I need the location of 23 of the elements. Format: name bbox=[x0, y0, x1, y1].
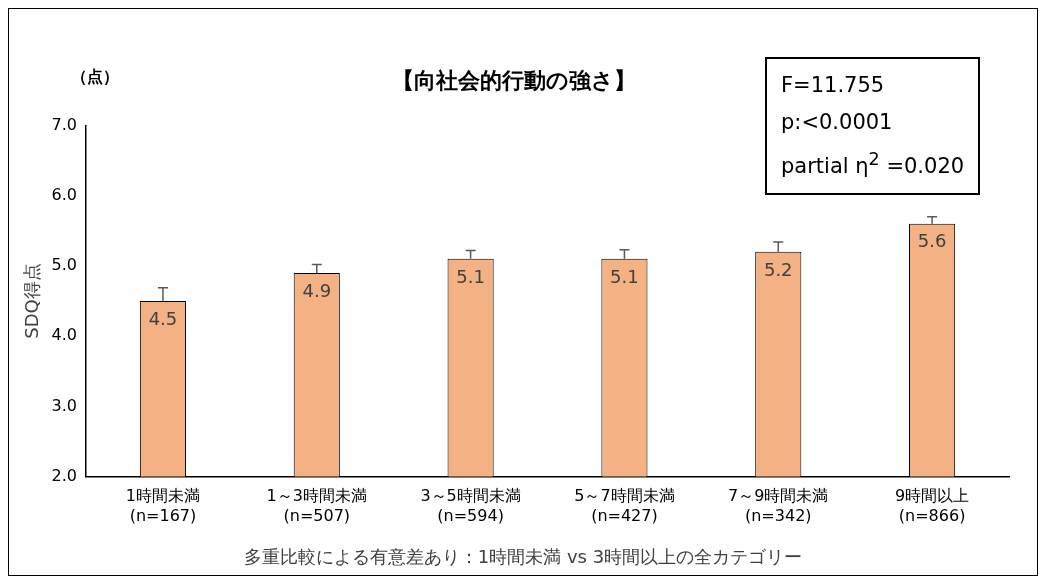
x-tick-label: 1時間未満 (n=167) bbox=[125, 486, 201, 525]
data-label: 5.6 bbox=[917, 230, 947, 252]
y-tick-label: 6.0 bbox=[51, 184, 78, 204]
y-tick-label: 5.0 bbox=[51, 255, 78, 275]
data-label: 4.5 bbox=[148, 307, 178, 329]
y-tick-label: 4.0 bbox=[51, 325, 78, 345]
text: 多重比較による有意差あり：1時間未満 vs 3時間以上の全カテゴリー bbox=[242, 545, 804, 569]
y-tick-label: 3.0 bbox=[51, 395, 78, 415]
text: （点） bbox=[71, 67, 119, 88]
x-tick-label: 1～3時間未満 (n=507) bbox=[266, 486, 367, 525]
x-tick-label: 7～9時間未満 (n=342) bbox=[728, 486, 829, 525]
annotation: F=11.755 p:<0.0001 partial η$^{2}$ =0.020 bbox=[781, 72, 965, 180]
x-tick-label: 5～7時間未満 (n=427) bbox=[574, 486, 675, 525]
data-label: 4.9 bbox=[302, 279, 332, 301]
x-tick-label: 9時間以上 (n=866) bbox=[894, 486, 970, 525]
data-label: 5.2 bbox=[763, 258, 793, 280]
x-tick-label: 3～5時間未満 (n=594) bbox=[420, 486, 521, 525]
data-label: 5.1 bbox=[610, 265, 639, 287]
y-tick-label: 7.0 bbox=[51, 114, 78, 134]
data-label: 5.1 bbox=[456, 265, 485, 287]
y-axis-title: SDQ得点 bbox=[21, 263, 43, 339]
chart-title: 【向社会的行動の強さ】 bbox=[392, 67, 636, 93]
y-tick-label: 2.0 bbox=[51, 465, 78, 485]
